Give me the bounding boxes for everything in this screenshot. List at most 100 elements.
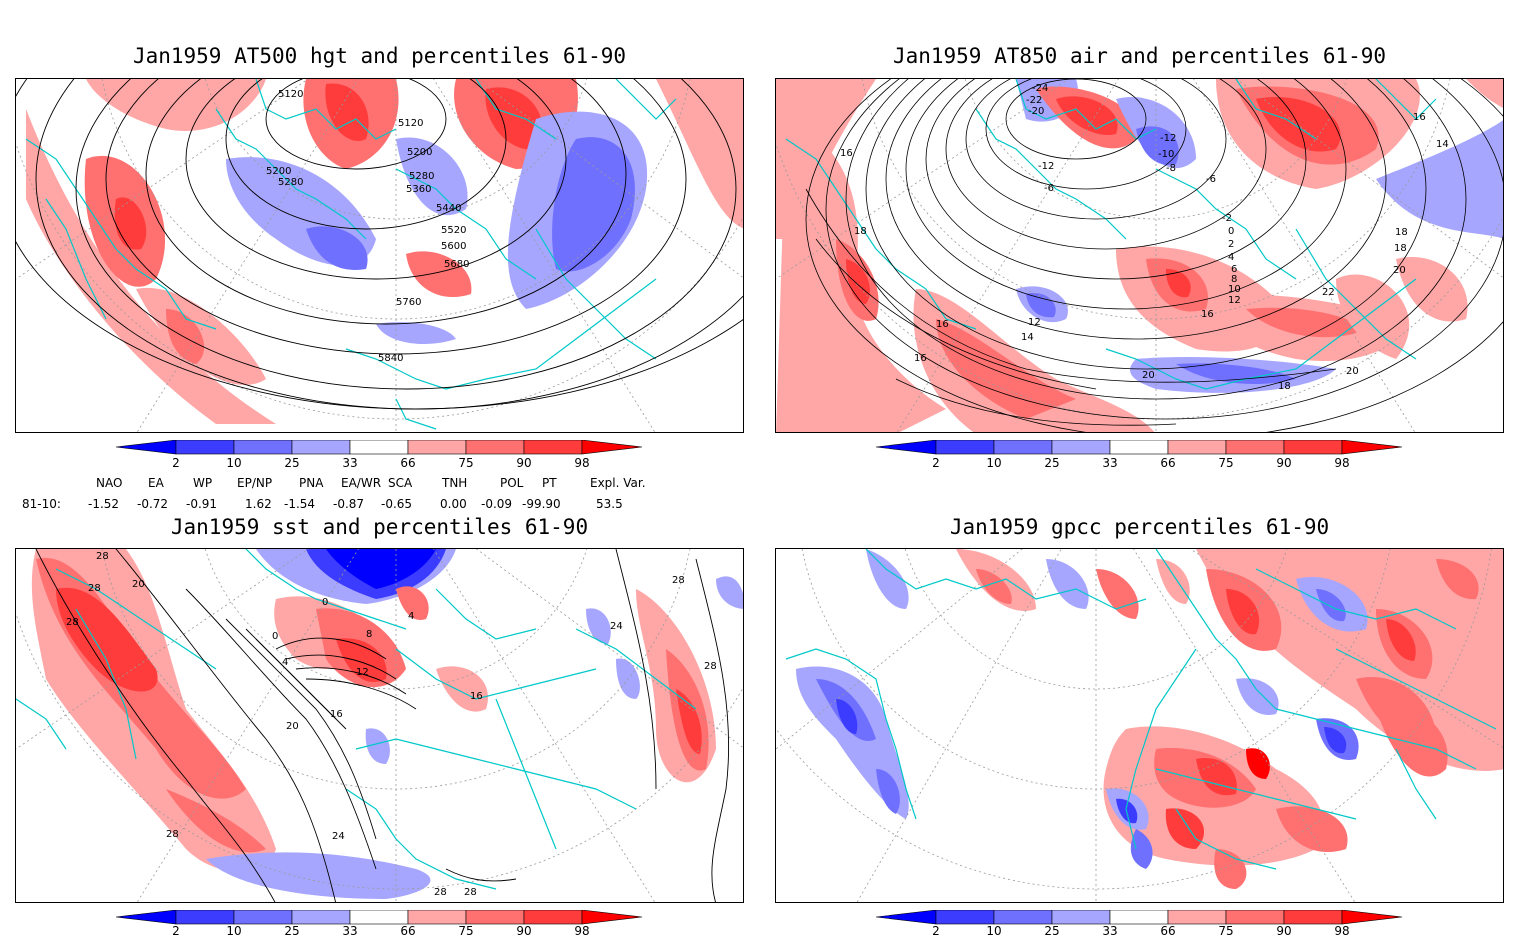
sst-label-28-pair: 28 bbox=[464, 887, 477, 898]
svg-text:5120: 5120 bbox=[278, 89, 303, 100]
tele-header: PNA bbox=[299, 476, 324, 490]
svg-text:18: 18 bbox=[1394, 243, 1407, 254]
svg-text:5200: 5200 bbox=[407, 147, 432, 158]
colorbar-label: 75 bbox=[458, 456, 474, 470]
colorbar-label: 98 bbox=[574, 924, 590, 938]
svg-text:20: 20 bbox=[1142, 370, 1155, 381]
svg-text:5360: 5360 bbox=[406, 184, 431, 195]
tele-header: NAO bbox=[96, 476, 123, 490]
svg-text:28: 28 bbox=[166, 829, 179, 840]
svg-text:16: 16 bbox=[914, 353, 927, 364]
svg-text:5600: 5600 bbox=[441, 241, 466, 252]
svg-text:16: 16 bbox=[1413, 112, 1426, 123]
tele-header: EA/WR bbox=[341, 476, 382, 490]
map-panel-air850: -24 -22 -20 -12 -12 -10 -8 -6 -6 -2 0 2 … bbox=[775, 78, 1504, 433]
svg-text:12: 12 bbox=[1228, 295, 1241, 306]
tele-header: SCA bbox=[388, 476, 413, 490]
svg-text:-6: -6 bbox=[1206, 174, 1216, 185]
colorbar-label: 25 bbox=[284, 924, 300, 938]
tele-header: EP/NP bbox=[237, 476, 273, 490]
svg-text:16: 16 bbox=[840, 148, 853, 159]
sst-contour-labels: 28 28 28 20 0 0 4 8 12 16 20 24 24 28 28… bbox=[66, 551, 717, 842]
panel1-title: Jan1959 AT500 hgt and percentiles 61-90 bbox=[132, 44, 627, 68]
colorbar-panel4 bbox=[876, 910, 1403, 925]
panel3-title: Jan1959 sst and percentiles 61-90 bbox=[170, 515, 589, 539]
colorbar-label: 75 bbox=[1218, 924, 1234, 938]
svg-text:16: 16 bbox=[470, 691, 483, 702]
colorbar-label: 10 bbox=[986, 456, 1002, 470]
hgt500-map: 5120 5120 5200 5200 5280 5280 5360 5440 … bbox=[16, 79, 743, 432]
tele-row-label: 81-10: bbox=[22, 497, 61, 511]
tele-value: -0.09 bbox=[481, 497, 513, 511]
colorbar-label: 75 bbox=[1218, 456, 1234, 470]
colorbar-label: 98 bbox=[1334, 924, 1350, 938]
tele-value: -99.90 bbox=[522, 497, 561, 511]
svg-text:14: 14 bbox=[1436, 139, 1449, 150]
svg-text:16: 16 bbox=[1201, 309, 1214, 320]
colorbar-label: 25 bbox=[284, 456, 300, 470]
map-panel-gpcc bbox=[775, 548, 1504, 903]
colorbar-label: 75 bbox=[458, 924, 474, 938]
svg-text:22: 22 bbox=[1322, 287, 1335, 298]
colorbar-label: 90 bbox=[1276, 924, 1292, 938]
svg-text:14: 14 bbox=[1021, 332, 1034, 343]
colorbar-label: 98 bbox=[574, 456, 590, 470]
colorbar-label: 90 bbox=[1276, 456, 1292, 470]
air850-contour-labels: -24 -22 -20 -12 -12 -10 -8 -6 -6 -2 0 2 … bbox=[840, 83, 1449, 392]
sst-label-28-pair: 28 bbox=[434, 887, 447, 898]
svg-text:20: 20 bbox=[1346, 366, 1359, 377]
svg-text:-22: -22 bbox=[1026, 95, 1042, 106]
svg-text:-24: -24 bbox=[1032, 83, 1048, 94]
colorbar-label: 66 bbox=[400, 456, 416, 470]
colorbar-label: 33 bbox=[342, 456, 358, 470]
tele-header: Expl. Var. bbox=[590, 476, 646, 490]
colorbar-label: 2 bbox=[172, 456, 180, 470]
colorbar-panel2 bbox=[876, 440, 1403, 455]
svg-text:10: 10 bbox=[1228, 284, 1241, 295]
colorbar-label: 2 bbox=[932, 924, 940, 938]
svg-text:-8: -8 bbox=[1166, 163, 1176, 174]
colorbar-label: 98 bbox=[1334, 456, 1350, 470]
tele-header: POL bbox=[500, 476, 524, 490]
colorbar-label: 25 bbox=[1044, 924, 1060, 938]
svg-text:-10: -10 bbox=[1158, 149, 1174, 160]
svg-text:28: 28 bbox=[96, 551, 109, 562]
svg-text:0: 0 bbox=[322, 597, 328, 608]
tele-value: -1.54 bbox=[284, 497, 316, 511]
svg-text:-2: -2 bbox=[1222, 213, 1232, 224]
tele-value: -0.72 bbox=[137, 497, 169, 511]
svg-text:5120: 5120 bbox=[398, 118, 423, 129]
svg-text:8: 8 bbox=[366, 629, 372, 640]
tele-value: -0.87 bbox=[333, 497, 365, 511]
colorbar-label: 25 bbox=[1044, 456, 1060, 470]
colorbar-label: 2 bbox=[172, 924, 180, 938]
svg-text:20: 20 bbox=[132, 579, 145, 590]
colorbar-label: 2 bbox=[932, 456, 940, 470]
sst-map: 28 28 28 20 0 0 4 8 12 16 20 24 24 28 28… bbox=[16, 549, 743, 902]
tele-header: PT bbox=[542, 476, 557, 490]
svg-text:20: 20 bbox=[286, 721, 299, 732]
svg-text:5440: 5440 bbox=[436, 203, 461, 214]
colorbar-panel1 bbox=[116, 440, 643, 455]
svg-text:18: 18 bbox=[854, 226, 867, 237]
colorbar-label: 90 bbox=[516, 924, 532, 938]
svg-text:4: 4 bbox=[282, 657, 288, 668]
panel4-title: Jan1959 gpcc percentiles 61-90 bbox=[949, 515, 1330, 539]
tele-header: TNH bbox=[442, 476, 468, 490]
hgt500-contour-labels: 5120 5120 5200 5200 5280 5280 5360 5440 … bbox=[266, 89, 469, 364]
svg-text:12: 12 bbox=[356, 667, 369, 678]
svg-text:-6: -6 bbox=[1044, 183, 1054, 194]
svg-text:6: 6 bbox=[1231, 264, 1237, 275]
svg-text:28: 28 bbox=[672, 575, 685, 586]
svg-text:8: 8 bbox=[1231, 274, 1237, 285]
svg-text:5280: 5280 bbox=[278, 177, 303, 188]
svg-text:24: 24 bbox=[332, 831, 345, 842]
svg-text:4: 4 bbox=[1228, 252, 1234, 263]
svg-text:28: 28 bbox=[88, 583, 101, 594]
panel2-title: Jan1959 AT850 air and percentiles 61-90 bbox=[892, 44, 1387, 68]
svg-text:5520: 5520 bbox=[441, 225, 466, 236]
colorbar-label: 66 bbox=[1160, 456, 1176, 470]
svg-text:4: 4 bbox=[408, 611, 414, 622]
svg-text:5280: 5280 bbox=[409, 171, 434, 182]
svg-text:16: 16 bbox=[330, 709, 343, 720]
